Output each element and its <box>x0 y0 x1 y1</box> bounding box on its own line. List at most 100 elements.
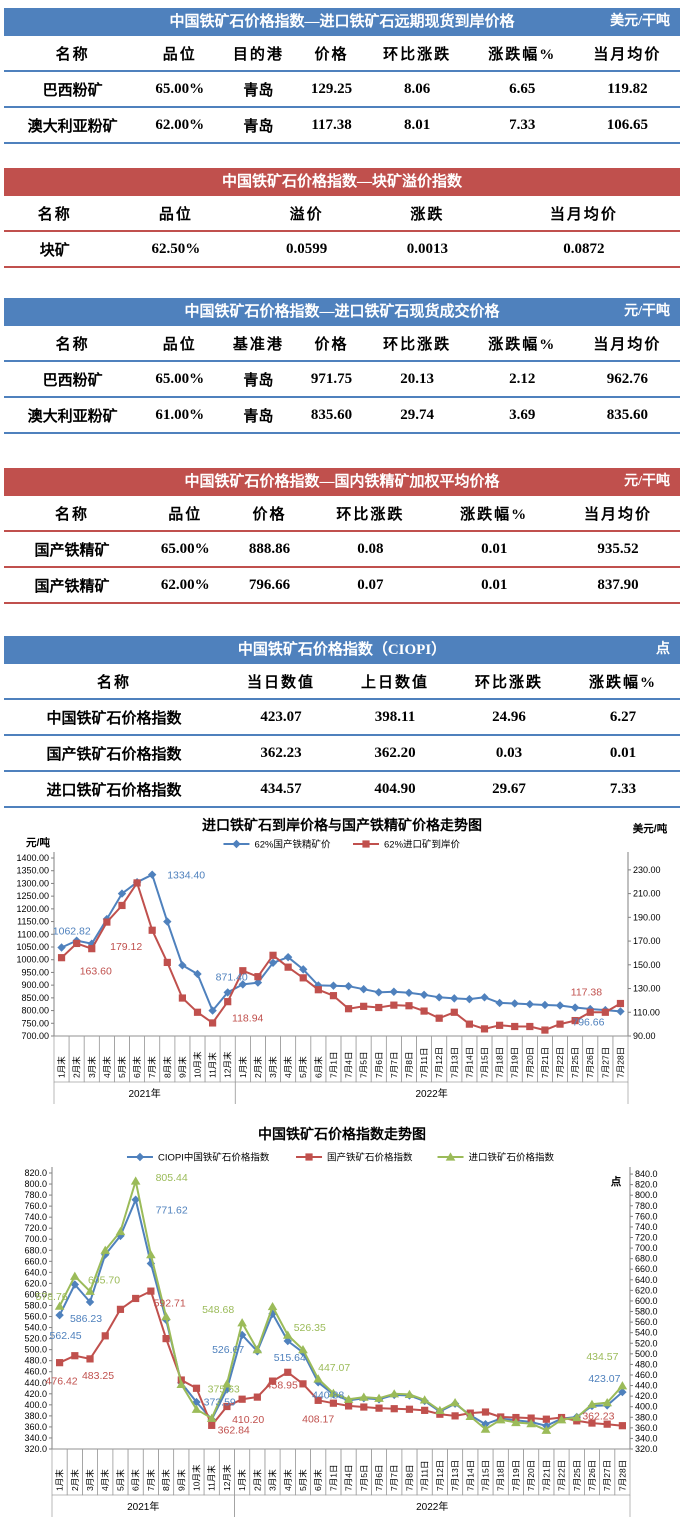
table-title: 中国铁矿石价格指数—进口铁矿石现货成交价格 <box>184 304 500 320</box>
column-header: 当月均价 <box>593 336 662 353</box>
table-cell: 0.08 <box>357 540 384 557</box>
left-axis-tick-label: 340.0 <box>24 1433 47 1443</box>
square-marker <box>268 1377 277 1385</box>
data-point-label: 117.38 <box>571 987 602 999</box>
triangle-marker <box>450 1398 460 1407</box>
square-marker <box>269 951 277 959</box>
left-axis-tick-label: 820.0 <box>24 1168 47 1178</box>
table-cell: 835.60 <box>606 406 649 423</box>
data-point-label: 458.95 <box>266 1379 298 1391</box>
x-axis-label: 3月末 <box>268 1469 278 1491</box>
triangle-marker <box>115 1226 126 1236</box>
table-cell: 119.82 <box>607 80 648 97</box>
data-point-label: 548.68 <box>202 1304 234 1316</box>
row-name-cell: 进口铁矿石价格指数 <box>46 782 182 799</box>
price-table: 名称 当日数值 上日数值 环比涨跌 涨跌幅% 中国铁矿石价格指数 423.07 398.11 2… <box>4 664 680 808</box>
x-axis-label: 5月末 <box>298 1056 308 1078</box>
right-axis-tick-label: 760.0 <box>635 1211 658 1221</box>
column-header: 当日数值 <box>247 674 316 691</box>
x-axis-label: 5月末 <box>117 1056 127 1078</box>
column-header: 基准港 <box>232 336 284 353</box>
x-axis-label: 7月14日 <box>464 1047 474 1078</box>
table-cell: 0.01 <box>609 744 637 761</box>
table-cell: 0.0013 <box>406 240 448 257</box>
left-axis-tick-label: 950.00 <box>21 967 49 977</box>
x-axis-label: 7月20日 <box>525 1047 535 1078</box>
left-axis-tick-label: 750.00 <box>21 1018 49 1028</box>
right-axis-unit: 点 <box>611 1175 622 1188</box>
diamond-marker <box>344 981 353 991</box>
x-axis-label: 7月18日 <box>496 1460 506 1491</box>
triangle-marker <box>435 1405 445 1414</box>
square-marker <box>436 1410 444 1418</box>
x-axis-label: 10月末 <box>193 1051 203 1078</box>
square-marker <box>344 1005 353 1013</box>
table-row: 巴西粉矿 65.00% 青岛 971.75 20.13 2.12 962.76 <box>4 361 680 397</box>
x-axis-label-box <box>614 1448 631 1496</box>
x-axis-label: 2月末 <box>253 1056 263 1078</box>
chart-title: 进口铁矿石到岸价格与国产铁精矿价格走势图 <box>202 817 482 833</box>
table-title-bar: 中国铁矿石价格指数—进口铁矿石现货成交价格 元/干吨 <box>4 298 680 326</box>
table-cell: 29.74 <box>400 406 435 423</box>
left-axis-tick-label: 620.0 <box>24 1278 47 1288</box>
left-axis-tick-label: 540.0 <box>24 1323 47 1333</box>
left-axis-tick-label: 800.0 <box>24 1179 47 1189</box>
x-axis-label: 7月7日 <box>389 1052 399 1078</box>
square-marker <box>526 1022 534 1031</box>
x-axis-label: 7月5日 <box>359 1465 369 1491</box>
left-axis-unit: 元/吨 <box>26 836 50 849</box>
table-cell: 837.90 <box>597 576 639 593</box>
x-axis-label: 7月20日 <box>526 1460 536 1491</box>
square-marker <box>223 1402 231 1411</box>
triangle-marker <box>282 1330 293 1339</box>
column-header: 涨跌幅% <box>488 336 557 353</box>
right-axis-tick-label: 840.0 <box>635 1169 658 1179</box>
table-cell: 971.75 <box>310 370 353 387</box>
diamond-marker <box>283 1336 292 1346</box>
chart-import-vs-domestic-price-trend: 进口铁矿石到岸价格与国产铁精矿价格走势图 1400.00 1350.00 1300.0… <box>0 814 684 1117</box>
table-cell: 0.0872 <box>563 240 605 257</box>
square-marker <box>511 1022 519 1031</box>
square-marker <box>101 1332 109 1340</box>
column-header: 当月均价 <box>549 206 618 223</box>
right-axis-tick-label: 560.0 <box>635 1317 658 1327</box>
price-table: 名称 品位 基准港 价格 环比涨跌 涨跌幅% 当月均价 巴西粉矿 65.00% 青岛 971.75 2… <box>4 326 680 434</box>
table-cell: 129.25 <box>310 80 353 97</box>
left-axis-tick-label: 520.0 <box>24 1334 47 1344</box>
table-cell: 7.33 <box>609 780 637 797</box>
triangle-marker <box>267 1301 278 1311</box>
left-axis-tick-label: 460.0 <box>24 1367 47 1377</box>
triangle-marker <box>571 1412 582 1422</box>
left-axis-tick-label: 760.0 <box>24 1201 47 1211</box>
left-axis-tick-label: 640.0 <box>24 1267 47 1277</box>
square-marker <box>253 1393 261 1401</box>
table-cell: 29.67 <box>492 780 526 797</box>
table-cell: 404.90 <box>374 780 416 797</box>
table-row: 块矿 62.50% 0.0599 0.0013 0.0872 <box>4 231 680 267</box>
column-header: 品位 <box>162 46 197 63</box>
column-header: 涨跌幅% <box>488 46 557 63</box>
diamond-marker <box>163 917 172 926</box>
square-marker <box>435 1014 443 1022</box>
right-axis-tick-label: 90.00 <box>633 1031 656 1041</box>
table-cell: 835.60 <box>310 406 353 423</box>
right-axis-tick-label: 320.0 <box>635 1444 658 1454</box>
square-marker <box>193 1008 202 1016</box>
data-point-label: 362.23 <box>582 1411 614 1423</box>
data-point-label: 562.45 <box>50 1330 82 1342</box>
column-header: 涨跌幅% <box>460 506 529 523</box>
triangle-marker <box>465 1411 476 1421</box>
table-cell: 0.07 <box>357 576 384 593</box>
table-header-row: 名称 品位 基准港 价格 环比涨跌 涨跌幅% 当月均价 <box>4 326 680 361</box>
diamond-marker <box>232 839 241 849</box>
square-marker <box>239 967 247 975</box>
diamond-marker <box>223 988 232 997</box>
square-marker <box>616 999 625 1008</box>
legend-label: 62%国产铁精矿价 <box>254 839 331 851</box>
data-point-label: 476.42 <box>46 1376 78 1388</box>
data-point-label: 408.17 <box>302 1413 334 1425</box>
data-point-label: 118.94 <box>232 1013 263 1025</box>
x-axis-label: 7月22日 <box>555 1047 565 1078</box>
table-row: 国产铁精矿 62.00% 796.66 0.07 0.01 837.90 <box>4 567 680 603</box>
table-cell: 434.57 <box>260 780 302 797</box>
